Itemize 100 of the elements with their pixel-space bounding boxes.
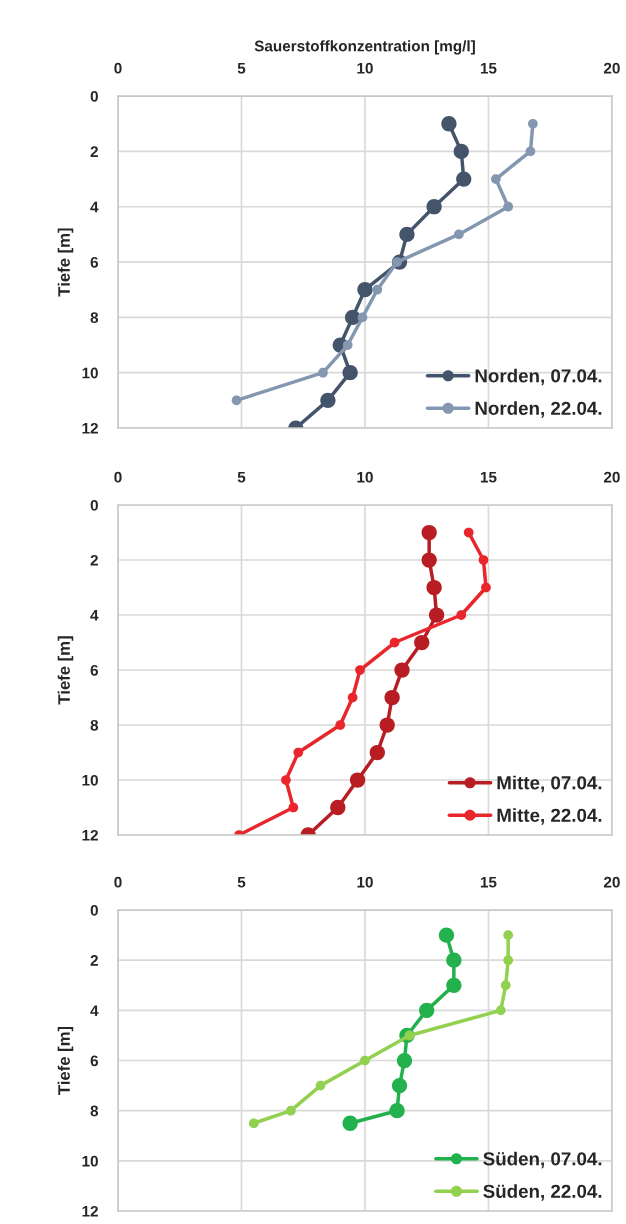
point [344, 309, 361, 326]
point [426, 579, 442, 596]
point [495, 1005, 506, 1016]
x-tick-label: 5 [237, 876, 246, 888]
y-axis-title: Tiefe [m] [57, 1026, 74, 1095]
point [379, 717, 395, 733]
point [389, 1103, 405, 1119]
x-tick-label: 15 [480, 62, 497, 74]
y-tick-label: 0 [90, 499, 98, 511]
point [357, 282, 373, 298]
point [426, 199, 442, 215]
x-tick-label: 10 [357, 62, 373, 74]
point [355, 665, 365, 675]
x-tick-label: 20 [603, 471, 620, 483]
point [453, 143, 469, 160]
point [490, 174, 501, 184]
point [446, 952, 462, 968]
legend-label: Mitte, 07.04. [497, 775, 602, 793]
y-tick-label: 8 [90, 312, 99, 324]
point [315, 1080, 326, 1091]
y-tick-label: 8 [90, 719, 99, 731]
legend-label: Norden, 07.04. [475, 368, 602, 386]
point [463, 527, 474, 538]
point [335, 720, 346, 730]
point [500, 980, 511, 991]
x-tick-label: 5 [237, 62, 246, 74]
y-tick-label: 0 [90, 904, 98, 916]
y-tick-label: 6 [90, 664, 99, 676]
x-tick-label: 0 [114, 471, 122, 483]
point [419, 1002, 435, 1019]
point [399, 226, 415, 243]
x-tick-label: 5 [237, 471, 246, 483]
x-tick-label: 0 [114, 876, 122, 888]
point [478, 555, 489, 565]
point [396, 1052, 413, 1069]
point [453, 229, 464, 240]
point [372, 284, 383, 295]
point [320, 392, 336, 409]
point [384, 689, 400, 706]
y-axis-title: Tiefe [m] [57, 636, 74, 705]
point [369, 744, 385, 761]
point [293, 747, 304, 758]
y-tick-label: 12 [82, 1205, 98, 1217]
point [360, 1055, 370, 1066]
y-tick-label: 4 [90, 610, 99, 621]
point [330, 799, 346, 816]
y-tick-label: 6 [90, 1055, 99, 1067]
y-tick-label: 2 [90, 146, 98, 157]
y-tick-label: 4 [90, 201, 99, 213]
point [342, 1115, 358, 1131]
point [414, 634, 430, 651]
point [389, 637, 400, 648]
y-tick-label: 0 [90, 90, 98, 102]
point [441, 116, 457, 132]
legend-label: Süden, 22.04. [483, 1184, 602, 1201]
point [342, 365, 358, 381]
point [349, 772, 366, 788]
legend-label: Mitte, 22.04. [497, 808, 602, 825]
x-tick-label: 15 [480, 876, 497, 888]
point [231, 395, 242, 406]
point [438, 927, 455, 943]
y-tick-label: 10 [82, 1155, 98, 1167]
legend-label: Süden, 07.04. [483, 1151, 602, 1169]
x-tick-label: 10 [357, 876, 373, 888]
y-tick-label: 2 [90, 554, 98, 566]
point [503, 201, 514, 212]
point [391, 1077, 408, 1094]
point [347, 692, 358, 703]
point [456, 171, 472, 187]
point [342, 340, 353, 350]
y-tick-label: 10 [82, 774, 98, 786]
point [248, 1118, 259, 1129]
point [357, 312, 368, 323]
point [456, 610, 467, 620]
point [481, 582, 491, 593]
y-tick-label: 12 [82, 422, 98, 434]
point [503, 955, 514, 966]
x-tick-label: 15 [480, 471, 497, 483]
point [446, 977, 462, 993]
point [421, 524, 437, 541]
point [525, 146, 536, 157]
x-tick-label: 20 [603, 876, 620, 888]
point [503, 930, 514, 940]
x-axis-title: Sauerstoffkonzentration [mg/l] [254, 40, 475, 55]
y-axis-title: Tiefe [m] [57, 228, 74, 297]
point [528, 118, 538, 129]
legend-label: Norden, 22.04. [475, 401, 602, 418]
point [421, 552, 437, 568]
point [428, 607, 445, 623]
point [318, 367, 328, 378]
y-tick-label: 12 [82, 829, 98, 841]
x-tick-label: 0 [114, 62, 122, 74]
x-tick-label: 20 [603, 62, 620, 74]
point [394, 662, 410, 678]
x-tick-label: 10 [357, 471, 373, 483]
y-tick-label: 10 [82, 367, 98, 379]
y-tick-label: 4 [90, 1005, 99, 1016]
point [281, 775, 291, 785]
y-tick-label: 6 [90, 256, 99, 268]
point [286, 1105, 296, 1116]
